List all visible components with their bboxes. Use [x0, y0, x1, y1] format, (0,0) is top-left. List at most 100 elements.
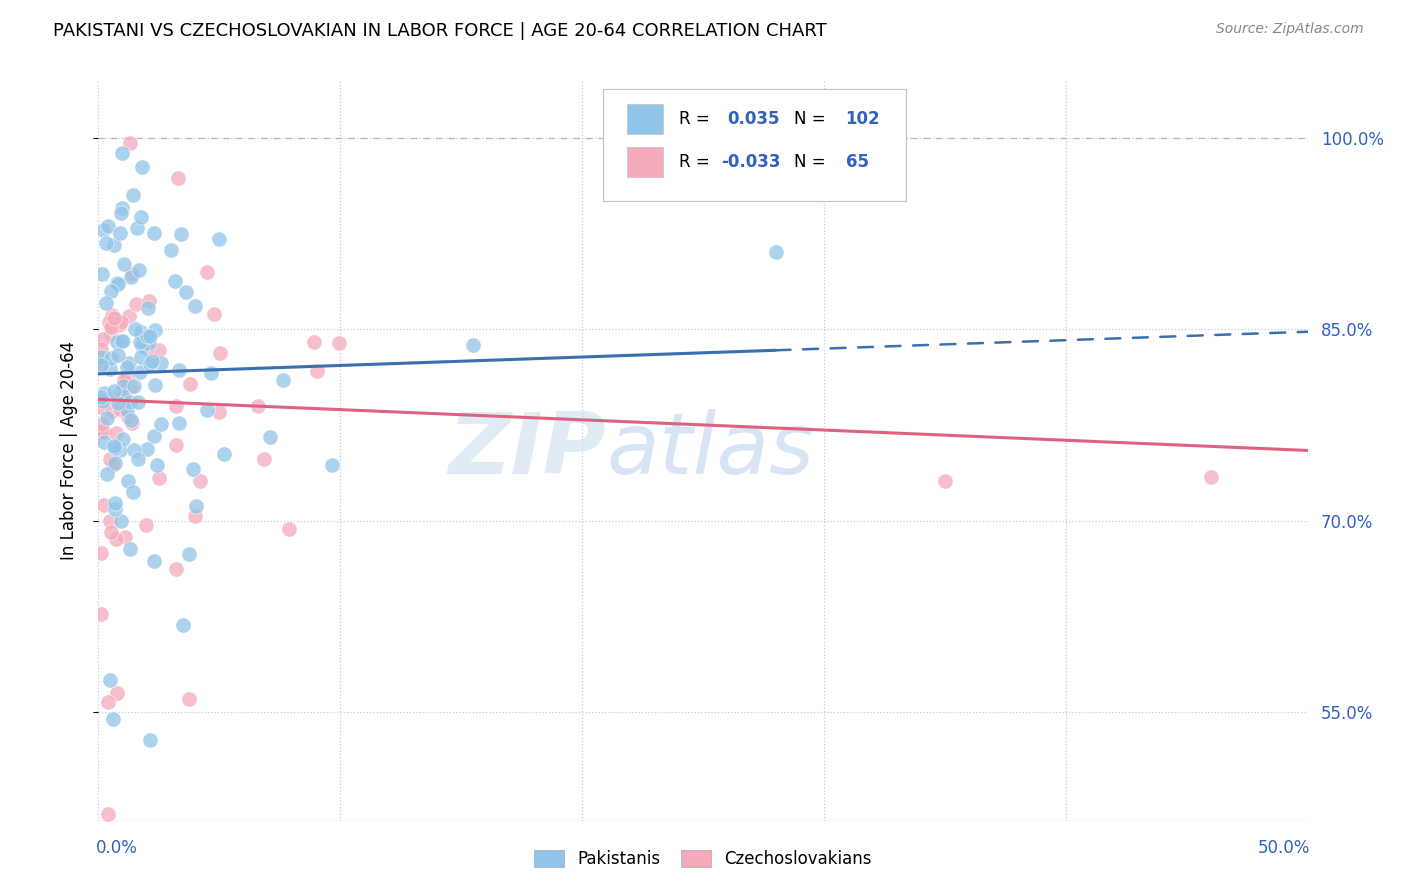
- Point: [110, 206, 132, 220]
- Point: [96, 411, 118, 425]
- Point: [934, 475, 956, 489]
- Point: [138, 335, 160, 350]
- Point: [172, 618, 194, 632]
- Y-axis label: In Labor Force | Age 20-64: In Labor Force | Age 20-64: [59, 341, 77, 560]
- Point: [98, 514, 121, 528]
- Point: [125, 297, 148, 311]
- Point: [110, 315, 132, 329]
- Point: [112, 432, 135, 446]
- Point: [129, 325, 152, 339]
- Point: [142, 227, 165, 241]
- Point: [120, 395, 142, 409]
- Point: [107, 348, 129, 362]
- Point: [128, 335, 150, 350]
- Point: [141, 354, 163, 368]
- Point: [143, 323, 166, 337]
- Point: [110, 515, 132, 529]
- Legend: Pakistanis, Czechoslovakians: Pakistanis, Czechoslovakians: [527, 843, 879, 875]
- Point: [200, 366, 222, 380]
- Point: [177, 692, 200, 706]
- Point: [136, 341, 159, 355]
- Point: [103, 384, 125, 398]
- Point: [131, 210, 153, 224]
- Point: [122, 443, 145, 458]
- Point: [120, 412, 142, 426]
- Point: [160, 243, 183, 257]
- Point: [212, 448, 235, 462]
- Text: 0.0%: 0.0%: [96, 839, 138, 857]
- Point: [139, 357, 162, 371]
- Point: [184, 499, 207, 513]
- Point: [91, 424, 114, 438]
- Point: [179, 376, 201, 391]
- Point: [90, 607, 112, 621]
- Point: [765, 245, 787, 260]
- Text: 65: 65: [845, 153, 869, 170]
- Point: [148, 343, 170, 357]
- Point: [121, 485, 143, 500]
- Point: [111, 201, 134, 215]
- Point: [177, 547, 200, 561]
- Text: 102: 102: [845, 110, 880, 128]
- Point: [98, 362, 121, 376]
- Text: N =: N =: [793, 153, 825, 170]
- Point: [107, 318, 129, 332]
- Point: [128, 263, 150, 277]
- Point: [129, 350, 152, 364]
- Point: [105, 389, 128, 403]
- Point: [108, 443, 131, 458]
- Point: [259, 430, 281, 444]
- Point: [135, 518, 157, 533]
- Point: [138, 329, 160, 343]
- FancyBboxPatch shape: [603, 89, 905, 201]
- Point: [122, 188, 145, 202]
- Point: [204, 307, 226, 321]
- Point: [128, 365, 150, 379]
- Point: [100, 524, 122, 539]
- Point: [103, 238, 125, 252]
- Point: [145, 458, 167, 472]
- Point: [121, 416, 143, 430]
- Point: [150, 417, 173, 431]
- Point: [105, 686, 128, 700]
- Point: [124, 322, 146, 336]
- Point: [115, 403, 138, 417]
- Point: [90, 390, 112, 404]
- Point: [90, 351, 112, 365]
- Point: [117, 409, 139, 424]
- Point: [115, 371, 138, 385]
- Point: [120, 136, 142, 150]
- Point: [131, 160, 153, 174]
- Point: [104, 502, 127, 516]
- Point: [125, 221, 148, 235]
- Point: [302, 334, 325, 349]
- Point: [100, 326, 122, 341]
- Point: [184, 508, 207, 523]
- Point: [305, 364, 328, 378]
- Point: [110, 385, 132, 400]
- Point: [112, 257, 135, 271]
- Point: [208, 405, 231, 419]
- Point: [197, 265, 219, 279]
- Point: [104, 533, 127, 547]
- Point: [117, 474, 139, 488]
- Point: [111, 389, 134, 403]
- Point: [91, 394, 114, 409]
- Point: [101, 712, 124, 726]
- Point: [253, 452, 276, 467]
- Point: [91, 223, 114, 237]
- Point: [121, 267, 143, 281]
- Point: [136, 442, 159, 456]
- Point: [118, 356, 141, 370]
- Point: [91, 267, 114, 281]
- Point: [174, 285, 197, 299]
- Point: [101, 404, 124, 418]
- Point: [246, 399, 269, 413]
- Point: [111, 379, 134, 393]
- Point: [104, 426, 127, 441]
- Point: [97, 695, 120, 709]
- Point: [135, 329, 157, 343]
- Point: [120, 269, 142, 284]
- Point: [131, 338, 153, 352]
- Point: [97, 315, 120, 329]
